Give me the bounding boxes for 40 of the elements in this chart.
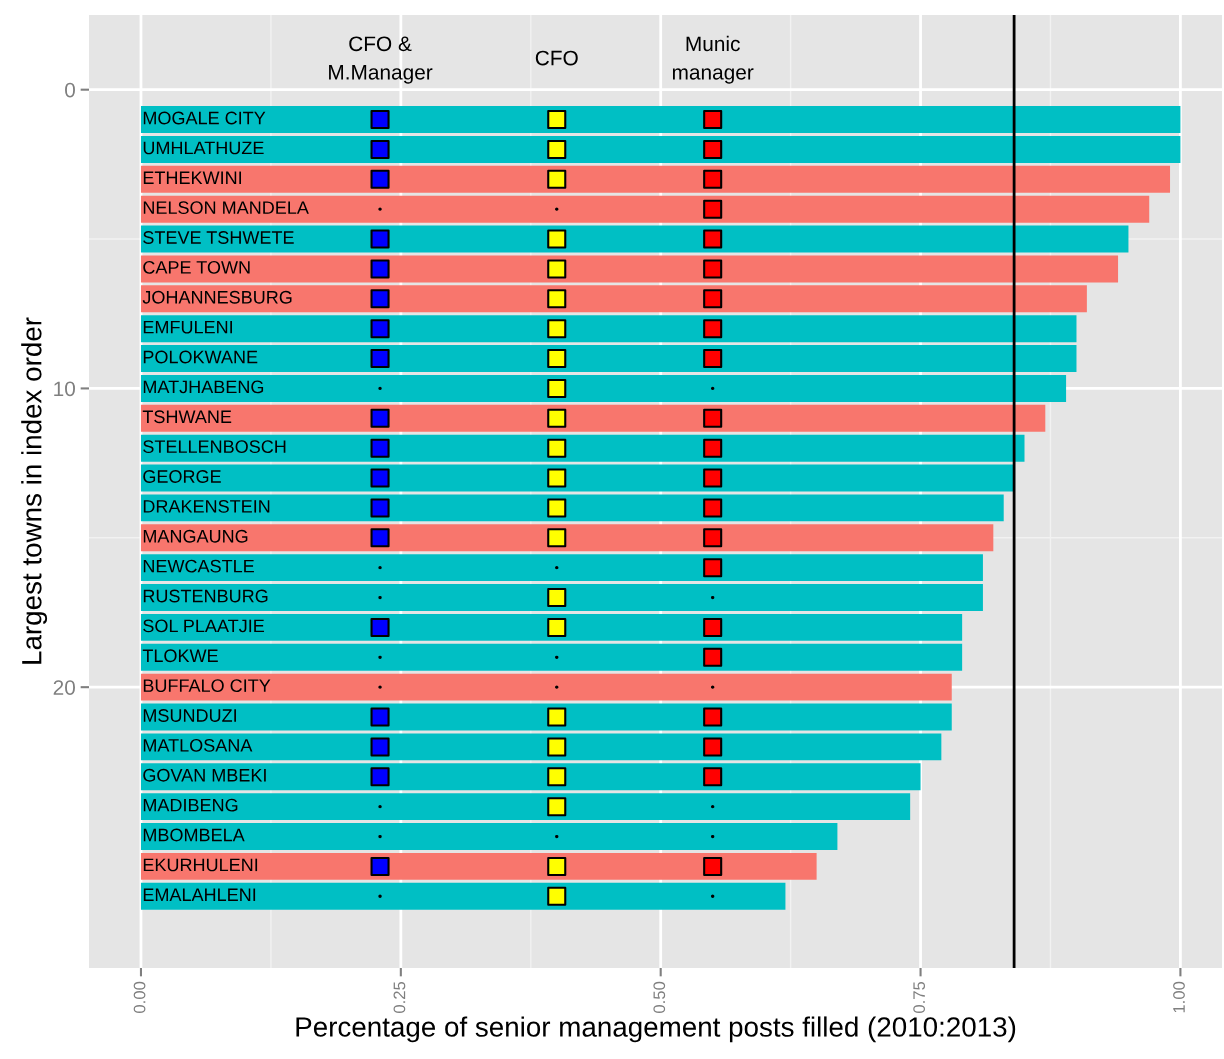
text: CFO <box>535 50 578 66</box>
annotation: POLOKWANE <box>143 350 258 364</box>
annotation: RUSTENBURG <box>143 589 268 603</box>
annotation: STEVE TSHWETE <box>143 231 294 244</box>
annotation: STELLENBOSCH <box>143 440 286 454</box>
x-tick-label: 0.75 <box>913 981 926 1013</box>
annotation: MANGAUNG <box>143 529 248 543</box>
annotation: SOL PLAATJIE <box>143 619 265 633</box>
y-axis-title: Largest towns in index order <box>21 317 48 664</box>
annotation: GOVAN MBEKI <box>143 768 266 782</box>
annotation: GEORGE <box>143 470 221 483</box>
x-tick-label: 1.00 <box>1173 981 1185 1013</box>
annotation: TSHWANE <box>142 410 232 424</box>
annotation: DRAKENSTEIN <box>143 499 270 513</box>
annotation: NEWCASTLE <box>143 559 254 573</box>
annotation: CAPE TOWN <box>143 261 250 274</box>
annotation: NELSON MANDELA <box>143 201 309 215</box>
annotation: EKURHULENI <box>143 858 258 872</box>
annotation: MOGALE CITY <box>143 111 266 125</box>
annotation: MATLOSANA <box>143 738 253 752</box>
x-tick-label: 0.25 <box>393 981 406 1013</box>
annotation: ETHEKWINI <box>143 171 242 184</box>
annotation: BUFFALO CITY <box>143 679 271 693</box>
annotation: MBOMBELA <box>143 828 245 842</box>
annotation: MSUNDUZI <box>143 709 236 722</box>
annotation: TLOKWE <box>142 649 218 663</box>
y-tick-label: 0 <box>65 82 75 98</box>
y-tick-label: 20 <box>53 680 75 695</box>
annotation: UMHLATHUZE <box>143 141 264 155</box>
series-label: Munic manager <box>672 35 754 84</box>
annotation: MATJHABENG <box>143 380 264 394</box>
annotation: EMALAHLENI <box>143 888 256 901</box>
y-tick-label: 10 <box>54 381 75 397</box>
annotation: EMFULENI <box>143 320 232 334</box>
annotation: JOHANNESBURG <box>142 290 292 304</box>
annotation: MADIBENG <box>143 798 238 812</box>
x-tick-label: 0.00 <box>133 981 146 1013</box>
text: CFO & M.Manager <box>329 36 433 84</box>
x-axis-title: Percentage of senior management posts filled (2010:2013) <box>296 1016 1016 1043</box>
x-tick-label: 0.50 <box>653 981 666 1013</box>
